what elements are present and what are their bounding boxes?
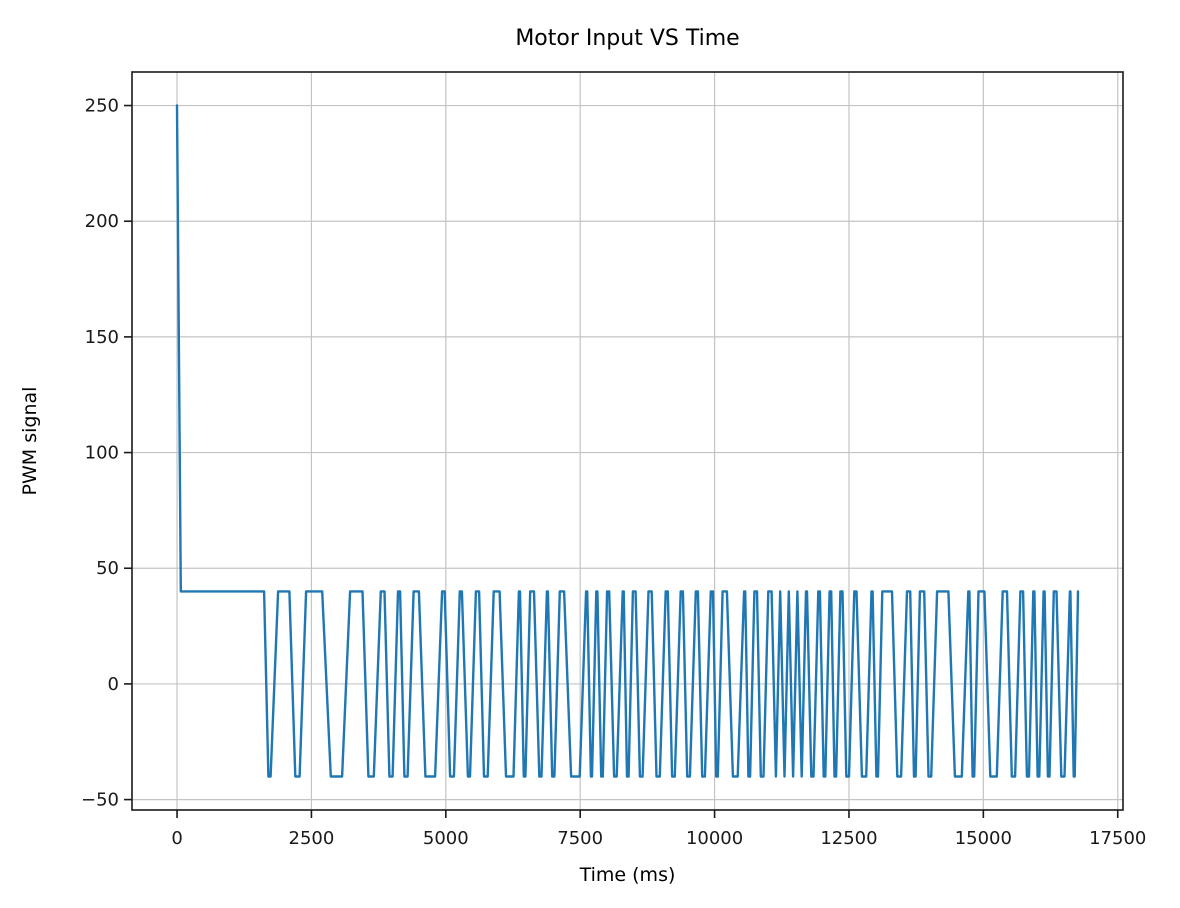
y-tick-label: 50 — [96, 558, 119, 579]
y-tick-label: −50 — [81, 790, 119, 811]
y-tick-label: 100 — [85, 443, 119, 464]
x-tick-label: 15000 — [955, 828, 1012, 849]
y-axis-label: PWM signal — [19, 386, 41, 496]
y-tick-label: 0 — [108, 674, 119, 695]
x-tick-label: 5000 — [423, 828, 469, 849]
x-tick-label: 7500 — [557, 828, 603, 849]
series-line — [175, 104, 1080, 778]
x-tick-label: 17500 — [1089, 828, 1146, 849]
axes-spines — [131, 71, 1124, 811]
x-tick-label: 12500 — [820, 828, 877, 849]
x-tick-label: 0 — [171, 828, 182, 849]
chart-title: Motor Input VS Time — [515, 26, 740, 51]
x-axis-label: Time (ms) — [579, 864, 676, 886]
x-tick-label: 2500 — [289, 828, 335, 849]
x-tick-label: 10000 — [686, 828, 743, 849]
y-tick-label: 200 — [85, 211, 119, 232]
y-tick-label: 150 — [85, 327, 119, 348]
y-tick-label: 250 — [85, 96, 119, 117]
